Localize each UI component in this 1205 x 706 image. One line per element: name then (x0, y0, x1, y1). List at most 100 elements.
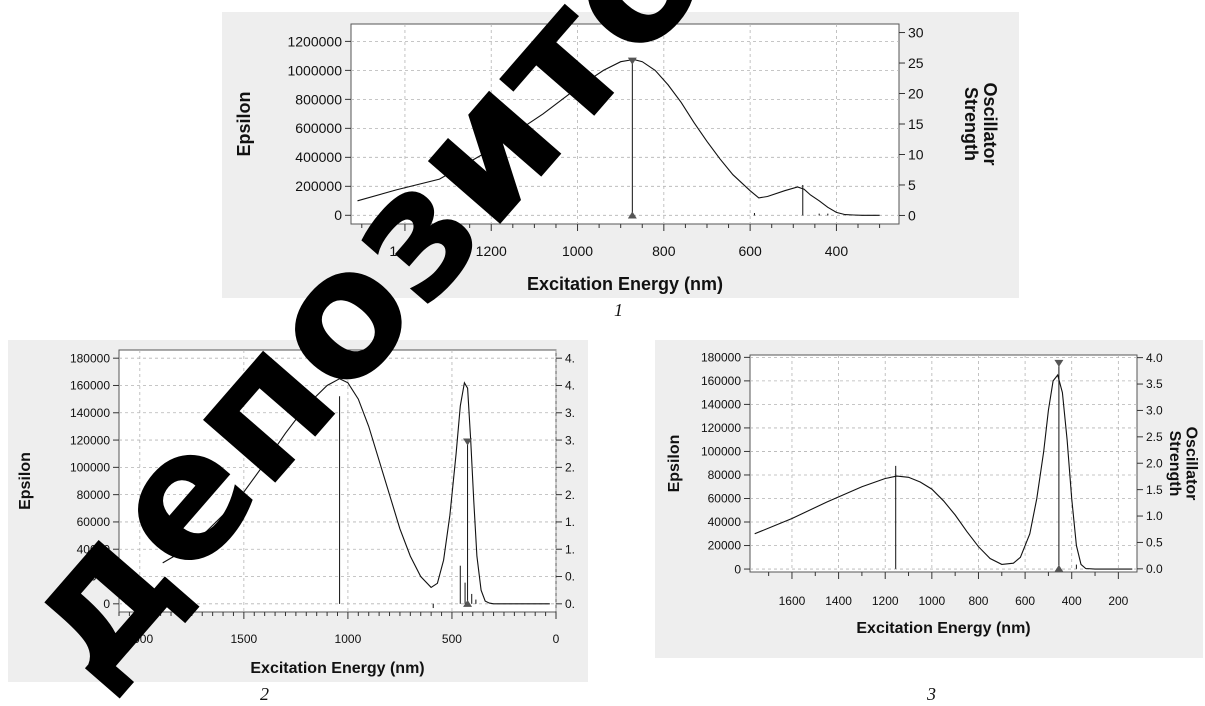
y2-tick-label: 3. (565, 433, 575, 447)
stick-top-marker (627, 57, 637, 65)
x-tick-label: 400 (825, 243, 849, 259)
spectrum-curve (162, 378, 550, 605)
y2-tick-label: 1.0 (1146, 509, 1163, 523)
chart-1-svg: 0 200000 400000 600000 800000 1000000 1200000 0… (234, 23, 1000, 294)
y2-tick-label: 4.0 (1146, 351, 1163, 365)
y-tick-label: 160000 (701, 374, 741, 388)
x-tick-label: 1600 (779, 594, 806, 608)
stick-bottom-marker (627, 211, 637, 219)
y2-axis-title-line: Oscillator (1183, 427, 1200, 501)
y-axis-title: Epsilon (234, 91, 254, 156)
y-axis-title: Epsilon (666, 435, 683, 493)
y2-tick-label: 15 (908, 116, 924, 132)
y2-tick-label: 2. (565, 461, 575, 475)
y2-tick-label: 2. (565, 488, 575, 502)
y-tick-label: 100000 (70, 461, 110, 475)
caption-2: 2 (260, 684, 269, 704)
y2-tick-label: 3. (565, 406, 575, 420)
y2-tick-label: 4. (565, 351, 575, 365)
y2-axis-title: OscillatorStrength (961, 82, 1000, 165)
y2-tick-label: 25 (908, 55, 924, 71)
x-axis-title: Excitation Energy (nm) (250, 660, 424, 677)
y-tick-label: 400000 (295, 149, 342, 165)
y2-tick-label: 5 (908, 177, 916, 193)
y2-tick-label: 0.0 (1146, 562, 1163, 576)
y2-axis-title-line: Strength (961, 87, 981, 161)
x-tick-label: 1400 (825, 594, 852, 608)
y-tick-label: 0 (103, 597, 110, 611)
spectrum-curve (754, 373, 1133, 570)
x-tick-label: 1400 (389, 243, 420, 259)
y2-tick-label: 3.0 (1146, 404, 1163, 418)
x-tick-label: 800 (652, 243, 676, 259)
chart-panel-2: 0 20000 40000 60000 80000 100000 120000 140000 1… (8, 340, 588, 682)
y2-tick-label: 3.5 (1146, 377, 1163, 391)
x-tick-label: 200 (1108, 594, 1128, 608)
caption-1: 1 (614, 300, 623, 320)
y2-axis-title-line: Strength (1166, 431, 1183, 497)
y-tick-label: 200000 (295, 178, 342, 194)
y-tick-label: 160000 (70, 379, 110, 393)
chart-2-svg: 0200004000060000800001000001200001400001… (17, 349, 575, 677)
x-tick-label: 1500 (231, 632, 258, 646)
y2-tick-label: 0. (565, 570, 575, 584)
y-tick-label: 20000 (77, 570, 111, 584)
x-tick-label: 1000 (918, 594, 945, 608)
y2-axis-title-text: OscillatorStrength (1166, 427, 1200, 501)
y2-axis-title-text: OscillatorStrength (961, 82, 1000, 165)
y-tick-label: 100000 (701, 445, 741, 459)
y-tick-label: 0 (334, 207, 342, 223)
y-tick-label: 1200000 (287, 33, 342, 49)
y2-tick-label: 20 (908, 85, 924, 101)
chart-panel-1: 0 200000 400000 600000 800000 1000000 1200000 0… (222, 12, 1019, 298)
y2-tick-label: 1. (565, 542, 575, 556)
y-tick-label: 600000 (295, 120, 342, 136)
y2-tick-label: 0. (565, 597, 575, 611)
x-axis-title: Excitation Energy (nm) (527, 274, 723, 294)
y-tick-label: 60000 (708, 492, 742, 506)
y-tick-label: 120000 (701, 421, 741, 435)
x-tick-label: 400 (1062, 594, 1082, 608)
y2-tick-label: 2.0 (1146, 456, 1163, 470)
x-tick-label: 1200 (872, 594, 899, 608)
x-tick-label: 0 (553, 632, 560, 646)
y-tick-label: 180000 (701, 351, 741, 365)
y-tick-label: 800000 (295, 91, 342, 107)
x-tick-label: 1200 (476, 243, 507, 259)
plot-area (749, 354, 1138, 573)
spectrum-curve (357, 58, 880, 216)
y2-tick-label: 0.5 (1146, 536, 1163, 550)
y-tick-label: 80000 (708, 468, 742, 482)
caption-3: 3 (927, 684, 936, 704)
x-tick-label: 500 (442, 632, 462, 646)
y-tick-label: 180000 (70, 351, 110, 365)
x-tick-label: 1000 (335, 632, 362, 646)
y2-tick-label: 30 (908, 24, 924, 40)
x-tick-label: 600 (738, 243, 762, 259)
y-tick-label: 40000 (708, 515, 742, 529)
y2-tick-label: 10 (908, 146, 924, 162)
y-tick-label: 1000000 (287, 62, 342, 78)
y-tick-label: 80000 (77, 488, 111, 502)
y2-axis-title: OscillatorStrength (1166, 427, 1200, 501)
y2-tick-label: 1. (565, 515, 575, 529)
y2-tick-label: 2.5 (1146, 430, 1163, 444)
y-tick-label: 140000 (70, 406, 110, 420)
plot-area (118, 349, 557, 613)
y-tick-label: 0 (734, 562, 741, 576)
y-tick-label: 20000 (708, 539, 742, 553)
x-tick-label: 2000 (126, 632, 153, 646)
y2-axis-title-line: Oscillator (980, 82, 1000, 165)
y-tick-label: 140000 (701, 398, 741, 412)
x-tick-label: 600 (1015, 594, 1035, 608)
y2-tick-label: 4. (565, 379, 575, 393)
chart-panel-3: 0 20000 40000 60000 80000 100000 120000 140000 1… (655, 340, 1203, 658)
chart-3-svg: 0 20000 40000 60000 80000 100000 120000 140000 1… (666, 351, 1200, 637)
y-tick-label: 40000 (77, 542, 111, 556)
plot-area (350, 23, 900, 225)
y2-tick-label: 1.5 (1146, 483, 1163, 497)
x-tick-label: 800 (968, 594, 988, 608)
x-tick-label: 1000 (562, 243, 593, 259)
stick-top-marker (1054, 359, 1064, 367)
stick-bottom-marker (1054, 564, 1064, 572)
